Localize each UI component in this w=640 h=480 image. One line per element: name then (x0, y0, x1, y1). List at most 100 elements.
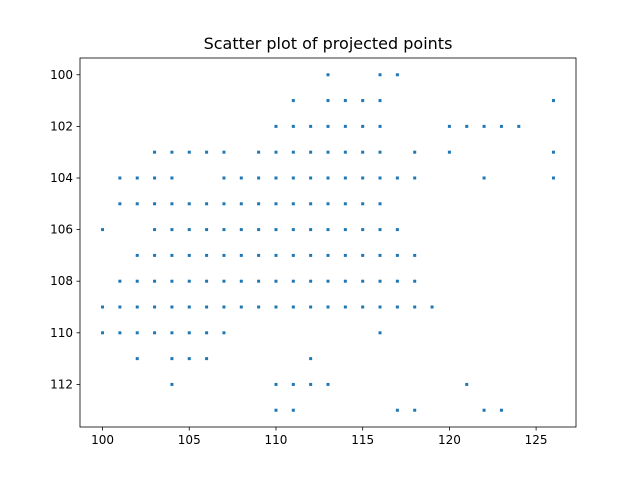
data-point (205, 150, 209, 154)
data-point (118, 202, 122, 206)
data-point (343, 150, 347, 154)
data-point (153, 176, 157, 180)
y-tick-label: 102 (50, 119, 73, 133)
data-point (205, 253, 209, 257)
data-point (291, 279, 295, 283)
data-point (153, 202, 157, 206)
data-point (170, 357, 174, 361)
data-point (257, 253, 261, 257)
data-point (447, 124, 451, 128)
data-point (239, 279, 243, 283)
data-point (378, 331, 382, 335)
data-point (465, 382, 469, 386)
data-point (551, 176, 555, 180)
data-point (187, 253, 191, 257)
y-tick-label: 106 (50, 223, 73, 237)
data-point (205, 202, 209, 206)
data-point (222, 305, 226, 309)
data-point (361, 279, 365, 283)
data-point (153, 305, 157, 309)
data-point (222, 331, 226, 335)
data-point (395, 253, 399, 257)
data-point (326, 279, 330, 283)
data-point (118, 176, 122, 180)
data-point (309, 357, 313, 361)
data-point (239, 176, 243, 180)
data-point (153, 331, 157, 335)
y-tick-label: 100 (50, 68, 73, 82)
data-point (257, 228, 261, 232)
data-point (309, 124, 313, 128)
data-point (187, 228, 191, 232)
x-tick-label: 110 (265, 433, 288, 447)
y-axis: 100 102 104 106 108 110 112 (50, 68, 80, 391)
data-point (187, 279, 191, 283)
data-point (378, 99, 382, 103)
data-point (343, 228, 347, 232)
data-point (274, 382, 278, 386)
data-point (551, 99, 555, 103)
data-point (326, 305, 330, 309)
data-point (205, 305, 209, 309)
data-point (309, 382, 313, 386)
data-point (326, 202, 330, 206)
data-point (101, 331, 105, 335)
data-point (291, 228, 295, 232)
data-point (309, 150, 313, 154)
chart-title: Scatter plot of projected points (204, 34, 453, 53)
data-point (343, 99, 347, 103)
data-point (274, 176, 278, 180)
data-point (326, 99, 330, 103)
data-point (222, 202, 226, 206)
data-point (517, 124, 521, 128)
data-point (222, 279, 226, 283)
data-point (170, 176, 174, 180)
data-point (343, 305, 347, 309)
data-point (222, 253, 226, 257)
data-point (187, 305, 191, 309)
data-point (413, 253, 417, 257)
data-point (118, 279, 122, 283)
x-axis: 100 105 110 115 120 125 (91, 427, 548, 447)
data-point (257, 305, 261, 309)
data-point (378, 73, 382, 77)
data-point (170, 305, 174, 309)
data-point (101, 228, 105, 232)
data-point (413, 305, 417, 309)
data-point (499, 408, 503, 412)
data-point (343, 253, 347, 257)
data-point (274, 305, 278, 309)
data-point (170, 253, 174, 257)
data-point (395, 228, 399, 232)
data-point (291, 408, 295, 412)
data-point (430, 305, 434, 309)
data-point (153, 253, 157, 257)
data-point (205, 228, 209, 232)
data-point (239, 202, 243, 206)
data-point (326, 382, 330, 386)
data-point (309, 253, 313, 257)
data-point (170, 331, 174, 335)
data-point (482, 176, 486, 180)
data-point (222, 150, 226, 154)
x-tick-label: 115 (351, 433, 374, 447)
data-point (413, 279, 417, 283)
data-point (274, 279, 278, 283)
data-point (187, 357, 191, 361)
data-point (361, 305, 365, 309)
data-point (343, 202, 347, 206)
data-point (135, 279, 139, 283)
data-point (205, 279, 209, 283)
y-tick-label: 108 (50, 274, 73, 288)
data-point (205, 357, 209, 361)
data-point (101, 305, 105, 309)
data-point (343, 176, 347, 180)
data-point (118, 305, 122, 309)
data-point (378, 202, 382, 206)
data-point (187, 150, 191, 154)
data-point (326, 176, 330, 180)
y-tick-label: 104 (50, 171, 73, 185)
data-point (361, 150, 365, 154)
data-point (274, 408, 278, 412)
